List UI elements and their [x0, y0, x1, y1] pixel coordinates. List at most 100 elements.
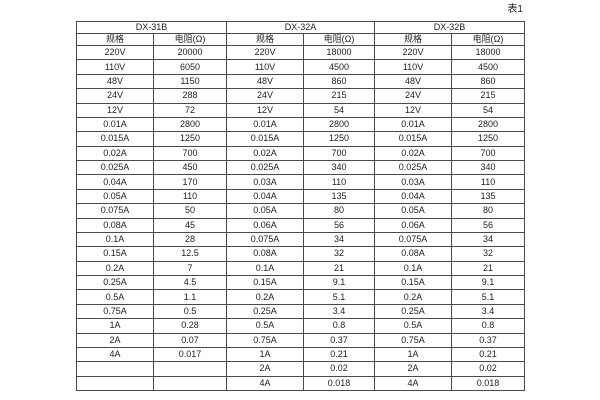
table-cell: 0.015A	[226, 131, 305, 147]
table-cell: 0.01A	[76, 116, 154, 133]
table-row: 0.015A 1250 0.015A 1250 0.015A 1250	[76, 131, 526, 147]
table-body: 220V 20000 220V 18000 220V 18000 110V 6050 110V 4…	[76, 44, 526, 392]
table-cell: 0.2A	[374, 289, 453, 305]
table-cell: 9.1	[303, 274, 376, 291]
table-cell: 12.5	[152, 246, 228, 262]
table-cell: 0.2A	[226, 289, 305, 305]
table-cell: 0.02A	[76, 145, 154, 162]
table-cell: 0.25A	[226, 303, 305, 320]
table-cell: 215	[303, 88, 376, 104]
table-cell: 700	[451, 145, 526, 162]
table-cell: 0.75A	[226, 332, 305, 348]
table-cell: 0.05A	[76, 188, 154, 205]
table-cell: 18000	[451, 44, 526, 61]
table-cell: 0.075A	[76, 203, 154, 219]
table-cell: 0.06A	[226, 217, 305, 233]
column-header-row: 规格 电阻(Ω) 规格 电阻(Ω) 规格 电阻(Ω)	[76, 33, 526, 46]
table-row: 0.2A 7 0.1A 21 0.1A 21	[76, 260, 526, 277]
table-cell: 1250	[303, 131, 376, 147]
table-cell: 32	[451, 246, 526, 262]
table-cell: 0.15A	[76, 246, 154, 262]
table-cell: 0.02	[451, 361, 526, 377]
table-cell: 1A	[226, 346, 305, 363]
table-cell: 20000	[152, 44, 228, 61]
table-cell: 80	[451, 203, 526, 219]
table-row: 4A 0.017 1A 0.21 1A 0.21	[76, 346, 526, 363]
table-cell: 0.018	[451, 375, 526, 392]
table-cell: 1A	[374, 346, 453, 363]
table-cell: 45	[152, 217, 228, 233]
table-cell: 0.025A	[374, 159, 453, 176]
col-header-resistance: 电阻(Ω)	[303, 33, 376, 46]
table-cell: 32	[303, 246, 376, 262]
table-cell: 450	[152, 159, 228, 176]
table-cell: 48V	[226, 73, 305, 90]
table-cell: 56	[451, 217, 526, 233]
table-cell: 110V	[76, 59, 154, 75]
table-cell: 5.1	[451, 289, 526, 305]
table-cell: 48V	[374, 73, 453, 90]
table-cell: 0.75A	[76, 303, 154, 320]
table-cell: 0.21	[303, 346, 376, 363]
table-cell: 34	[303, 231, 376, 248]
table-cell: 9.1	[451, 274, 526, 291]
table-cell: 4A	[226, 375, 305, 392]
table-cell: 0.01A	[226, 116, 305, 133]
table-cell: 110V	[374, 59, 453, 75]
table-cell: 54	[303, 102, 376, 118]
table-cell: 135	[303, 188, 376, 205]
resistance-spec-table: DX-31B DX-32A DX-32B 规格 电阻(Ω) 规格 电阻(Ω) 规…	[75, 21, 526, 392]
table-cell: 21	[451, 260, 526, 277]
table-row: 0.01A 2800 0.01A 2800 0.01A 2800	[76, 116, 526, 133]
group-header-dx32b: DX-32B	[374, 21, 526, 34]
table-cell: 0.1A	[226, 260, 305, 277]
table-cell: 24V	[374, 88, 453, 104]
table-row: 0.15A 12.5 0.08A 32 0.08A 32	[76, 246, 526, 262]
table-cell: 0.04A	[374, 188, 453, 205]
table-cell: 2A	[374, 361, 453, 377]
table-cell: 0.25A	[374, 303, 453, 320]
table-cell: 54	[451, 102, 526, 118]
table-cell: 28	[152, 231, 228, 248]
table-cell: 72	[152, 102, 228, 118]
col-header-spec: 规格	[374, 33, 453, 46]
table-cell: 340	[303, 159, 376, 176]
table-row: 48V 1150 48V 860 48V 860	[76, 73, 526, 90]
table-row: 0.5A 1.1 0.2A 5.1 0.2A 5.1	[76, 289, 526, 305]
table-cell: 4A	[76, 346, 154, 363]
table-cell: 0.02	[303, 361, 376, 377]
table-cell: 0.1A	[374, 260, 453, 277]
table-cell: 56	[303, 217, 376, 233]
table-cell: 0.015A	[374, 131, 453, 147]
table-row: 1A 0.28 0.5A 0.8 0.5A 0.8	[76, 318, 526, 334]
table-cell: 170	[152, 174, 228, 190]
table-cell	[152, 375, 228, 392]
table-cell: 3.4	[451, 303, 526, 320]
table-cell: 0.025A	[76, 159, 154, 176]
table-cell: 1250	[152, 131, 228, 147]
table-cell: 6050	[152, 59, 228, 75]
table-cell: 4A	[374, 375, 453, 392]
table-row: 0.75A 0.5 0.25A 3.4 0.25A 3.4	[76, 303, 526, 320]
table-cell: 860	[303, 73, 376, 90]
table-cell	[76, 375, 154, 392]
table-cell: 0.5A	[226, 318, 305, 334]
table-row: 2A 0.07 0.75A 0.37 0.75A 0.37	[76, 332, 526, 348]
table-cell: 4.5	[152, 274, 228, 291]
table-cell: 0.04A	[76, 174, 154, 190]
table-cell: 0.04A	[226, 188, 305, 205]
table-cell: 80	[303, 203, 376, 219]
table-cell: 860	[451, 73, 526, 90]
table-cell: 0.2A	[76, 260, 154, 277]
table-cell: 1.1	[152, 289, 228, 305]
table-row: 110V 6050 110V 4500 110V 4500	[76, 59, 526, 75]
table-cell: 0.15A	[374, 274, 453, 291]
table-cell: 0.05A	[226, 203, 305, 219]
table-cell	[76, 361, 154, 377]
group-header-row: DX-31B DX-32A DX-32B	[75, 21, 526, 34]
table-cell: 0.03A	[374, 174, 453, 190]
table-row: 0.25A 4.5 0.15A 9.1 0.15A 9.1	[76, 274, 526, 291]
table-row: 12V 72 12V 54 12V 54	[76, 102, 526, 118]
table-cell: 288	[152, 88, 228, 104]
